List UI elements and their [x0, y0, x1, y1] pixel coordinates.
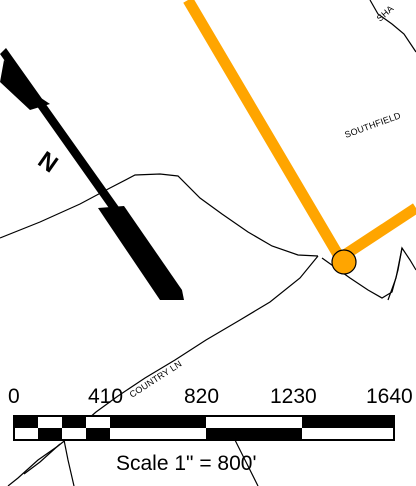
road-line [7, 255, 319, 486]
scale-bar-segment [62, 416, 86, 428]
north-arrow-tail [98, 206, 184, 300]
scale-tick-label: 820 [184, 385, 219, 408]
scale-tick-label: 410 [88, 385, 123, 408]
scale-bar-segment [110, 416, 206, 428]
route [183, 0, 416, 266]
scale-bar-segment [206, 428, 302, 440]
road-line [23, 443, 61, 475]
north-arrow-head [0, 60, 50, 110]
scale-caption: Scale 1" = 800' [116, 452, 256, 475]
scale-bar-segments [14, 416, 394, 440]
route-line [183, 0, 416, 266]
road-line [63, 439, 75, 486]
scale-bar-segment [86, 428, 110, 440]
scale-tick-label: 1230 [270, 385, 317, 408]
scale-bar-segment [38, 428, 62, 440]
road-line [387, 247, 403, 301]
north-arrow-label: N [34, 145, 64, 177]
scale-tick-label: 1640 [366, 385, 413, 408]
street-label-southfield: SOUTHFIELD [343, 110, 402, 140]
scale-tick-label: 0 [8, 385, 20, 408]
scale-bar-segment [14, 416, 38, 428]
route-endpoint-marker[interactable] [331, 249, 357, 275]
road-line [369, 0, 416, 53]
scale-bar-segment [302, 416, 394, 428]
street-label-sha: SHA [375, 3, 396, 23]
scale-bar: 0 410 820 1230 1640 Scale 1" = 800' [8, 385, 413, 475]
street-label-country-ln: COUNTRY LN [128, 359, 184, 400]
road-line [321, 246, 416, 299]
road-line [0, 173, 319, 257]
